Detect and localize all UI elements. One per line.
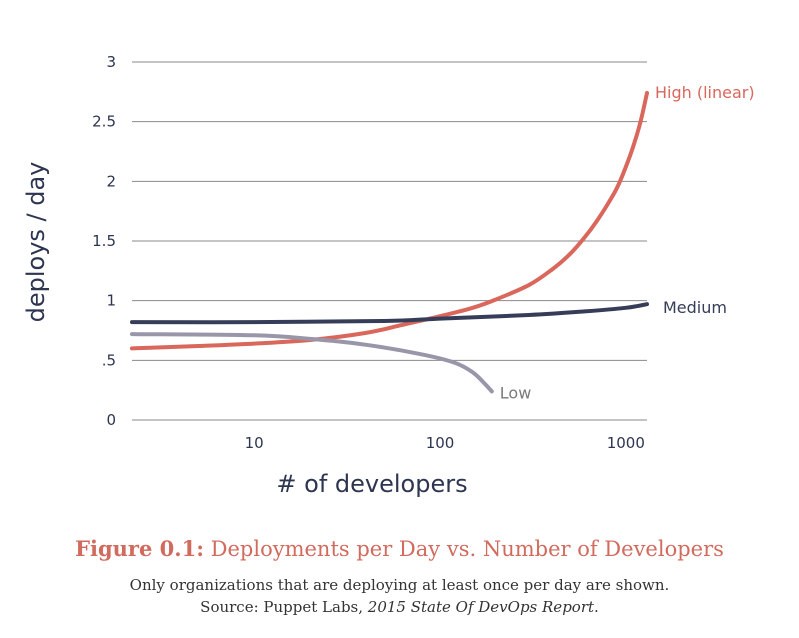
series-lines [130,91,649,394]
source-title: 2015 State Of DevOps Report [367,598,595,616]
y-tick-label: 0 [106,411,116,429]
figure-number: Figure 0.1: [75,536,204,561]
x-tick-label: 100 [426,434,455,452]
x-tick-label: 1000 [607,434,645,452]
x-axis-ticks: 10 100 1000 [245,434,645,452]
source-suffix: . [594,598,599,616]
deploys-chart: 0 .5 1 1.5 2 2.5 3 10 100 1000 High (linear) Medi… [22,53,755,498]
series-labels: High (linear) Medium Low [500,83,755,402]
figure-title: Deployments per Day vs. Number of Develo… [210,537,724,561]
series-line-high-linear [130,91,649,351]
figure-note: Only organizations that are deploying at… [0,576,799,594]
y-tick-label: 1 [106,292,116,310]
y-tick-label: 2 [106,172,116,190]
chart-grid [132,61,647,421]
figure-source: Source: Puppet Labs, 2015 State Of DevOp… [0,598,799,616]
y-tick-label: 1.5 [92,232,116,250]
figure-note-text: Only organizations that are deploying at… [129,576,670,594]
series-line-low [130,332,494,394]
source-prefix: Source: Puppet Labs, [200,598,364,616]
series-label-high-linear: High (linear) [655,83,755,102]
y-axis-ticks: 0 .5 1 1.5 2 2.5 3 [92,53,116,429]
figure-caption: Figure 0.1: Deployments per Day vs. Numb… [0,536,799,561]
series-line-medium [130,302,649,325]
x-axis-label: # of developers [276,470,467,498]
y-axis-label: deploys / day [22,162,50,323]
y-tick-label: 2.5 [92,113,116,131]
series-label-low: Low [500,383,532,402]
series-label-medium: Medium [663,298,727,317]
y-tick-label: .5 [102,351,116,369]
x-tick-label: 10 [245,434,264,452]
y-tick-label: 3 [106,53,116,71]
